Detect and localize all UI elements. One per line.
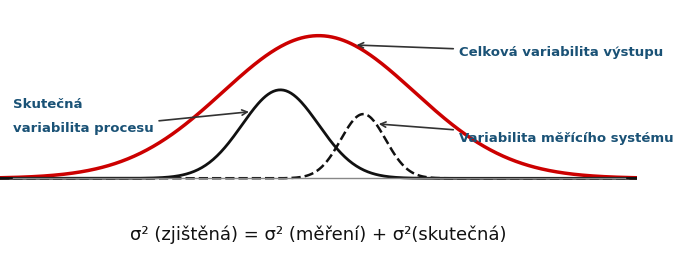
Text: Celková variabilita výstupu: Celková variabilita výstupu [358, 43, 663, 59]
Text: Variabilita měřícího systému: Variabilita měřícího systému [381, 122, 673, 145]
Text: σ² (zjištěná) = σ² (měření) + σ²(skutečná): σ² (zjištěná) = σ² (měření) + σ²(skutečn… [130, 225, 507, 244]
Text: Skutečná: Skutečná [13, 98, 82, 111]
Text: variabilita procesu: variabilita procesu [13, 110, 247, 135]
